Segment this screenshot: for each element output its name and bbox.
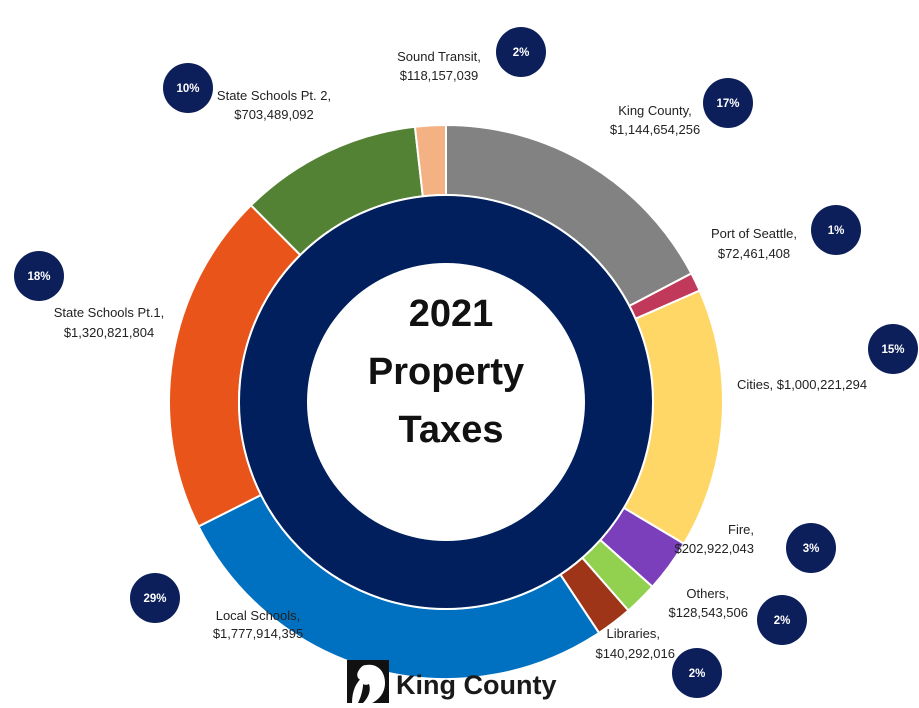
title-line-2: Property — [368, 351, 524, 393]
percent-badge-local-schools: 29% — [130, 573, 180, 623]
label-fire: Fire, $202,922,043 — [674, 522, 754, 556]
slice-value-label: $202,922,043 — [674, 541, 754, 556]
slice-name-label: Sound Transit, — [397, 49, 481, 64]
label-libraries: Libraries, $140,292,016 — [595, 626, 675, 661]
slice-value-label: $72,461,408 — [718, 246, 790, 261]
label-local-schools: Local Schools, $1,777,914,395 — [213, 608, 303, 641]
badge-percent-text: 3% — [803, 543, 820, 555]
percent-badge-libraries: 2% — [672, 648, 722, 698]
badge-percent-text: 2% — [774, 615, 791, 627]
label-others: Others, $128,543,506 — [668, 586, 748, 620]
slice-name-label: Cities, $1,000,221,294 — [737, 377, 867, 392]
badge-percent-text: 1% — [828, 225, 845, 237]
badge-percent-text: 18% — [27, 271, 50, 283]
slice-name-label: Port of Seattle, — [711, 226, 797, 241]
badge-percent-text: 29% — [143, 593, 166, 605]
percent-badges: 17% 1% 15% 3% 2% 2% 29% 18% 10% 2% — [14, 27, 918, 698]
king-county-logo: King County — [347, 660, 556, 703]
slice-name-label: State Schools Pt. 2, — [217, 88, 331, 103]
slice-value-label: $1,320,821,804 — [64, 325, 154, 340]
badge-circle — [672, 648, 722, 698]
badge-circle — [163, 63, 213, 113]
percent-badge-sound-transit: 2% — [496, 27, 546, 77]
percent-badge-fire: 3% — [786, 523, 836, 573]
percent-badge-cities: 15% — [868, 324, 918, 374]
slice-value-label: $118,157,039 — [400, 68, 479, 83]
badge-percent-text: 2% — [513, 47, 530, 59]
badge-circle — [703, 78, 753, 128]
label-port-of-seattle: Port of Seattle, $72,461,408 — [711, 226, 797, 261]
slice-name-label: Local Schools, — [216, 608, 301, 623]
badge-circle — [130, 573, 180, 623]
label-cities: Cities, $1,000,221,294 — [737, 377, 867, 392]
percent-badge-port-of-seattle: 1% — [811, 205, 861, 255]
badge-percent-text: 17% — [716, 98, 739, 110]
badge-percent-text: 15% — [881, 344, 904, 356]
badge-percent-text: 2% — [689, 668, 706, 680]
slice-name-label: Others, — [686, 586, 729, 601]
badge-circle — [757, 595, 807, 645]
badge-circle — [786, 523, 836, 573]
label-state-schools-pt-1: State Schools Pt.1, $1,320,821,804 — [54, 305, 165, 340]
badge-circle — [14, 251, 64, 301]
badge-percent-text: 10% — [176, 83, 199, 95]
chart-title: 2021 Property Taxes — [368, 293, 524, 451]
title-line-3: Taxes — [399, 409, 504, 451]
percent-badge-others: 2% — [757, 595, 807, 645]
badge-circle — [496, 27, 546, 77]
slice-value-label: $128,543,506 — [668, 605, 748, 620]
slice-name-label: Fire, — [728, 522, 754, 537]
slice-labels: King County, $1,144,654,256 Port of Seattl… — [54, 49, 867, 661]
king-county-emblem-icon — [347, 660, 389, 703]
label-king-county: King County, $1,144,654,256 — [610, 103, 700, 137]
slice-name-label: Libraries, — [607, 626, 660, 641]
slice-name-label: King County, — [618, 103, 691, 118]
logo-text: King County — [396, 670, 556, 700]
percent-badge-king-county: 17% — [703, 78, 753, 128]
slice-value-label: $1,000,221,294 — [777, 377, 867, 392]
slice-name-label: State Schools Pt.1, — [54, 305, 165, 320]
badge-circle — [811, 205, 861, 255]
slice-value-label: $703,489,092 — [234, 107, 314, 122]
badge-circle — [868, 324, 918, 374]
center-hole — [307, 263, 585, 541]
slice-value-label: $1,777,914,395 — [213, 626, 303, 641]
title-line-1: 2021 — [409, 293, 494, 335]
percent-badge-state-schools-pt-2: 10% — [163, 63, 213, 113]
slice-value-label: $140,292,016 — [595, 646, 675, 661]
slice-value-label: $1,144,654,256 — [610, 122, 700, 137]
label-state-schools-pt-2: State Schools Pt. 2, $703,489,092 — [217, 88, 331, 122]
percent-badge-state-schools-pt-1: 18% — [14, 251, 64, 301]
label-sound-transit: Sound Transit, $118,157,039 — [397, 49, 481, 83]
